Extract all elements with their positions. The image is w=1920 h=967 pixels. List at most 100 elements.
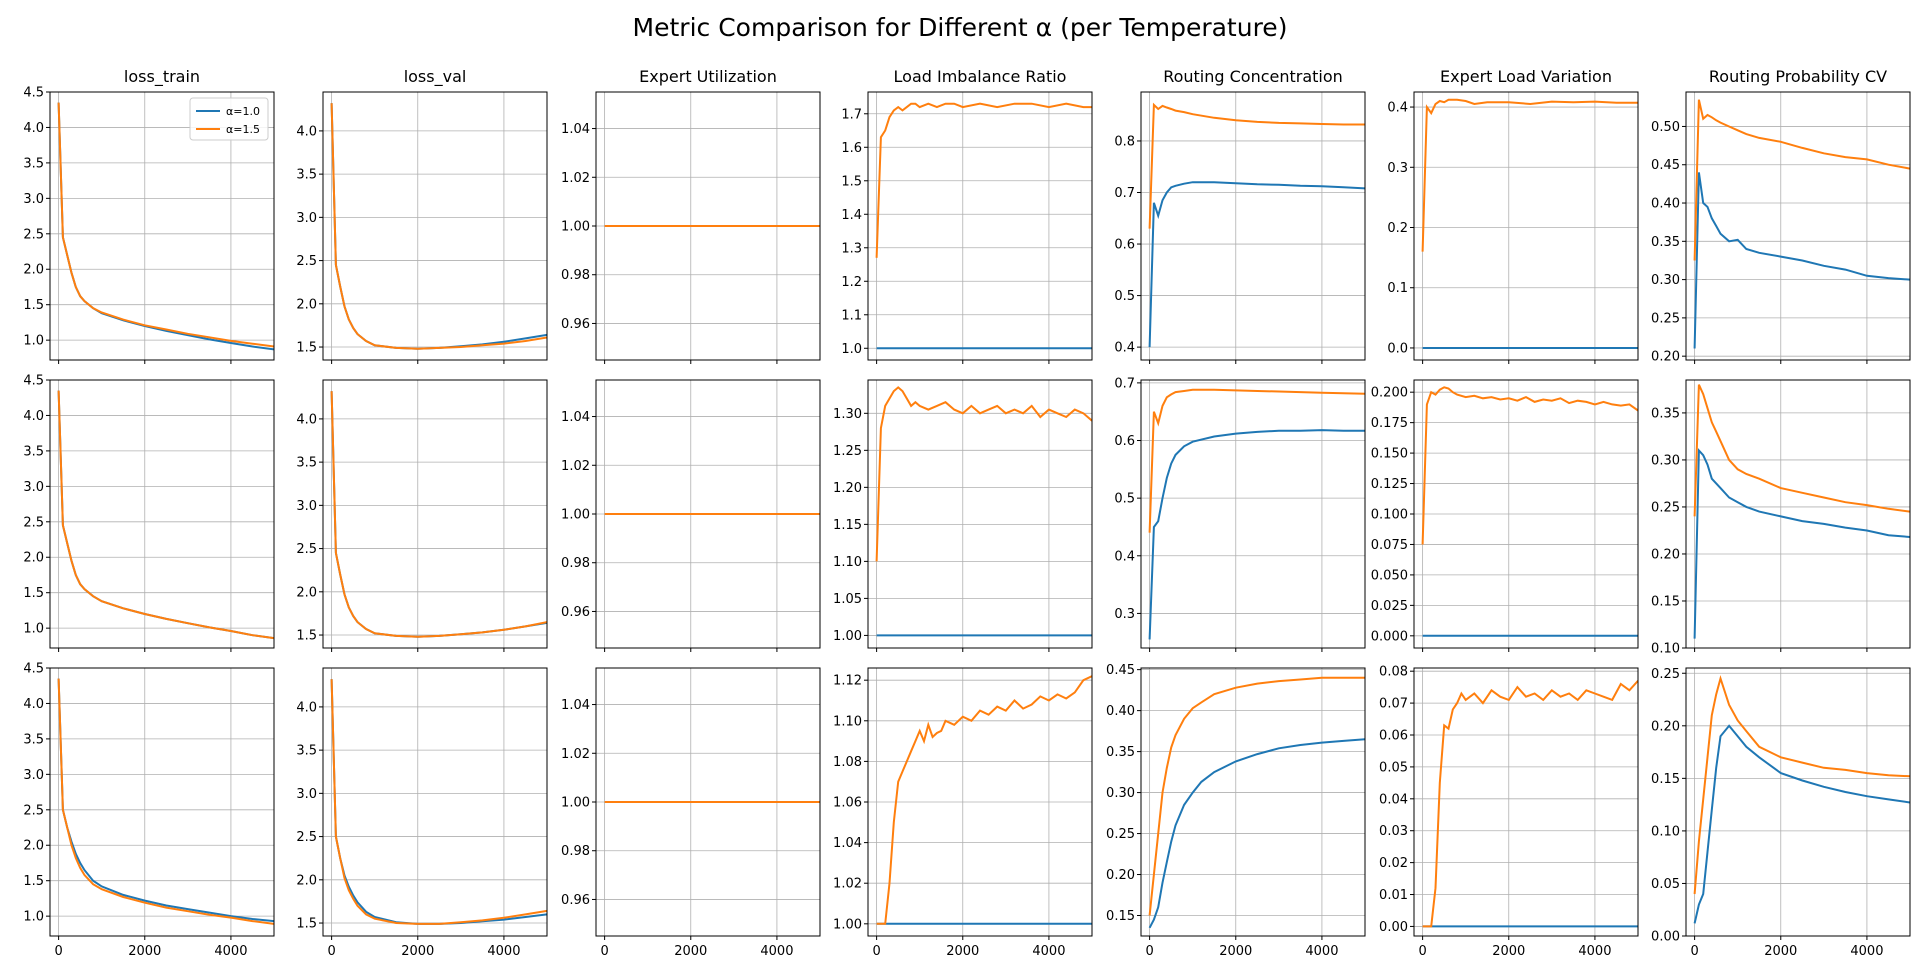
x-tick-label: 2000 [1492, 944, 1525, 959]
y-tick-label: 1.5 [296, 341, 317, 356]
y-tick-label: 1.5 [23, 586, 44, 601]
axes-frame [49, 379, 275, 649]
y-tick-label: 0.25 [1651, 667, 1680, 682]
series-line-alpha-1-5 [1422, 680, 1638, 928]
subplot-r2-c3: 0.96 0.98 1.00 1.02 1.04 [561, 379, 821, 652]
x-tick-label: 2000 [1764, 944, 1797, 959]
y-tick-label: 2.5 [296, 830, 317, 845]
y-tick-label: 0.08 [1379, 665, 1408, 680]
y-tick-label: 0.25 [1651, 311, 1680, 326]
y-tick-label: 4.0 [296, 412, 317, 427]
y-tick-label: 1.1 [841, 308, 862, 323]
y-tick-label: 0.30 [1651, 453, 1680, 468]
x-tick-label: 0 [1690, 944, 1698, 959]
series-line-alpha-1-0 [1693, 172, 1910, 349]
series-line-alpha-1-0 [1148, 181, 1365, 348]
y-tick-label: 1.0 [23, 910, 44, 925]
y-tick-label: 3.5 [296, 744, 317, 759]
y-tick-label: 0.175 [1371, 416, 1408, 431]
subplot-title: Expert Utilization [639, 67, 777, 86]
y-tick-label: 0.3 [1114, 607, 1135, 622]
y-tick-label: 0.25 [1106, 827, 1135, 842]
y-tick-label: 0.2 [1387, 221, 1408, 236]
y-tick-label: 3.5 [296, 168, 317, 183]
series-line-alpha-1-5 [1693, 99, 1910, 261]
y-tick-label: 1.04 [561, 410, 590, 425]
y-tick-label: 2.0 [296, 873, 317, 888]
series-line-alpha-1-5 [1693, 384, 1910, 517]
y-tick-label: 0.20 [1651, 547, 1680, 562]
x-tick-label: 4000 [1850, 944, 1883, 959]
y-tick-label: 0.96 [561, 317, 590, 332]
y-tick-label: 0.4 [1387, 101, 1408, 116]
y-tick-label: 3.0 [23, 192, 44, 207]
y-tick-label: 0.98 [561, 556, 590, 571]
y-tick-label: 1.15 [833, 518, 862, 533]
y-tick-label: 1.00 [833, 629, 862, 644]
y-tick-label: 0.98 [561, 268, 590, 283]
y-tick-label: 0.00 [1379, 920, 1408, 935]
y-tick-label: 1.2 [841, 275, 862, 290]
y-tick-label: 0.10 [1651, 642, 1680, 657]
series-line-alpha-1-5 [57, 678, 274, 925]
y-tick-label: 0.25 [1651, 500, 1680, 515]
series-line-alpha-1-5 [1148, 676, 1365, 916]
y-tick-label: 3.0 [296, 787, 317, 802]
y-tick-label: 0.100 [1371, 508, 1408, 523]
y-tick-label: 0.4 [1114, 341, 1135, 356]
y-tick-label: 1.5 [296, 629, 317, 644]
y-tick-label: 1.5 [841, 174, 862, 189]
y-tick-label: 0.20 [1651, 350, 1680, 365]
y-tick-label: 1.0 [23, 622, 44, 637]
y-tick-label: 4.5 [23, 86, 44, 101]
x-tick-label: 0 [1145, 944, 1153, 959]
y-tick-label: 1.04 [833, 836, 862, 851]
y-tick-label: 2.5 [23, 803, 44, 818]
y-tick-label: 0.06 [1379, 729, 1408, 744]
y-tick-label: 4.0 [296, 124, 317, 139]
y-tick-label: 3.5 [23, 732, 44, 747]
y-tick-label: 1.5 [296, 917, 317, 932]
axes-frame [867, 379, 1093, 649]
y-tick-label: 0.15 [1651, 594, 1680, 609]
axes-frame [1685, 91, 1911, 361]
subplot-title: Routing Concentration [1163, 67, 1343, 86]
axes-frame [1413, 91, 1639, 361]
y-tick-label: 0.0 [1387, 341, 1408, 356]
subplot-r2-c7: 0.10 0.15 0.20 0.25 0.30 0.35 [1651, 379, 1911, 657]
y-tick-label: 4.0 [296, 700, 317, 715]
y-tick-label: 3.5 [23, 156, 44, 171]
series-line-alpha-1-0 [1693, 447, 1910, 639]
y-tick-label: 0.20 [1106, 868, 1135, 883]
y-tick-label: 1.00 [561, 220, 590, 235]
y-tick-label: 1.10 [833, 555, 862, 570]
y-tick-label: 2.0 [23, 839, 44, 854]
axes-frame [49, 91, 275, 361]
y-tick-label: 0.05 [1651, 877, 1680, 892]
y-tick-label: 1.7 [841, 107, 862, 122]
y-tick-label: 1.3 [841, 241, 862, 256]
subplot-r3-c5: 0.15 0.20 0.25 0.30 0.35 0.40 0.45 0 2000 4000 [1106, 663, 1366, 959]
x-tick-label: 4000 [760, 944, 793, 959]
x-tick-label: 4000 [214, 944, 247, 959]
y-tick-label: 3.5 [23, 444, 44, 459]
y-tick-label: 1.00 [561, 508, 590, 523]
x-tick-label: 0 [872, 944, 880, 959]
y-tick-label: 0.200 [1371, 386, 1408, 401]
x-tick-label: 4000 [1578, 944, 1611, 959]
series-line-alpha-1-0 [1148, 738, 1365, 929]
y-tick-label: 1.0 [841, 342, 862, 357]
y-tick-label: 4.0 [23, 409, 44, 424]
y-tick-label: 0.30 [1106, 786, 1135, 801]
y-tick-label: 0.98 [561, 844, 590, 859]
subplot-title: Load Imbalance Ratio [894, 67, 1067, 86]
y-tick-label: 2.5 [296, 254, 317, 269]
y-tick-label: 0.3 [1387, 161, 1408, 176]
axes-frame [867, 91, 1093, 361]
series-line-alpha-1-5 [876, 675, 1092, 925]
y-tick-label: 0.45 [1651, 158, 1680, 173]
y-tick-label: 0.15 [1106, 909, 1135, 924]
y-tick-label: 2.0 [23, 551, 44, 566]
x-tick-label: 0 [600, 944, 608, 959]
subplot-r3-c1: 1.0 1.5 2.0 2.5 3.0 3.5 4.0 4.5 0 2000 4000 [23, 662, 275, 959]
